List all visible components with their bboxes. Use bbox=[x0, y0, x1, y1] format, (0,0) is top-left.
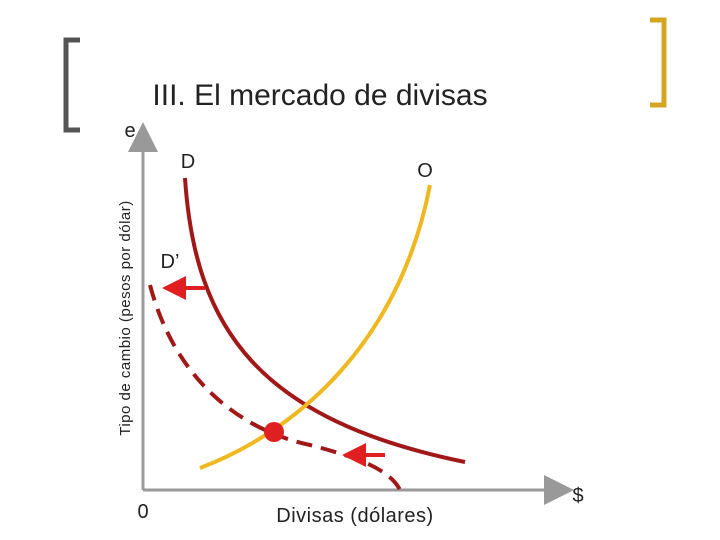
slide-title: III. El mercado de divisas bbox=[152, 79, 487, 112]
left-bracket bbox=[63, 37, 80, 133]
right-bracket bbox=[650, 17, 667, 108]
x-axis-label: Divisas (dólares) bbox=[276, 505, 433, 527]
curve-label: O bbox=[417, 160, 433, 182]
origin-label: 0 bbox=[137, 501, 148, 523]
y-axis-label: Tipo de cambio (pesos por dólar) bbox=[117, 200, 134, 436]
curve-label: D’ bbox=[161, 251, 180, 273]
x-axis-symbol: $ bbox=[572, 485, 583, 507]
y-axis-symbol: e bbox=[124, 120, 135, 142]
supply-curve bbox=[199, 184, 432, 470]
equilibrium-point bbox=[264, 422, 284, 442]
new-demand-curve bbox=[148, 284, 402, 491]
curve-label: D bbox=[181, 151, 195, 173]
demand-curve bbox=[183, 177, 466, 464]
